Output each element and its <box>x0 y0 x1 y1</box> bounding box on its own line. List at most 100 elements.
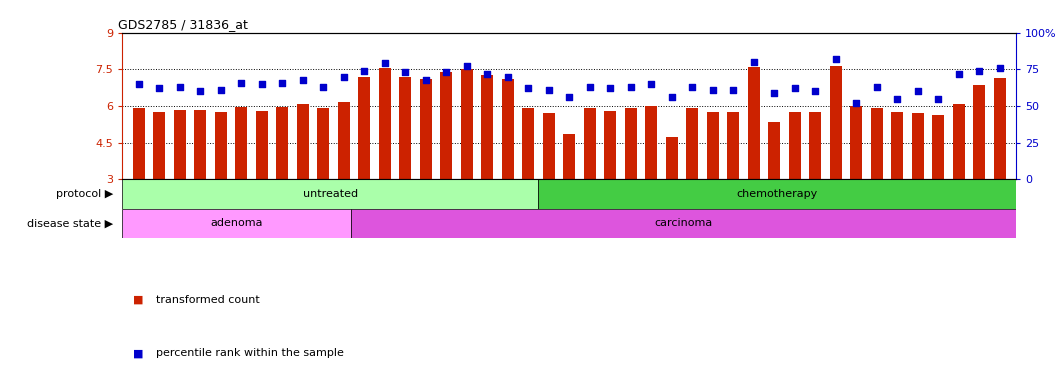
Point <box>253 81 270 87</box>
Bar <box>440 72 452 253</box>
Bar <box>974 85 985 253</box>
Point <box>704 87 721 93</box>
Point <box>868 84 885 90</box>
Bar <box>645 106 658 253</box>
Bar <box>276 107 288 253</box>
Point <box>848 100 865 106</box>
Bar <box>748 67 760 253</box>
Bar <box>932 114 945 253</box>
Bar <box>235 107 248 253</box>
Point <box>970 68 987 74</box>
Point <box>233 79 250 86</box>
Point <box>459 63 476 70</box>
Bar <box>809 112 821 253</box>
Bar <box>538 179 1016 209</box>
Bar <box>912 113 924 253</box>
Point <box>130 81 147 87</box>
Text: protocol ▶: protocol ▶ <box>56 189 114 199</box>
Point <box>745 59 762 65</box>
Text: adenoma: adenoma <box>211 218 263 228</box>
Point <box>888 96 905 102</box>
Point <box>295 76 312 83</box>
Bar <box>379 68 390 253</box>
Point <box>377 60 394 66</box>
Bar <box>850 106 863 253</box>
Bar <box>194 110 206 253</box>
Bar <box>543 113 555 253</box>
Point <box>437 69 454 75</box>
Bar <box>706 112 719 253</box>
Bar <box>481 75 494 253</box>
Bar <box>563 134 576 253</box>
Point <box>663 94 680 100</box>
Point <box>315 84 332 90</box>
Point <box>602 85 619 91</box>
Bar <box>122 179 538 209</box>
Bar <box>727 112 739 253</box>
Point <box>561 94 578 100</box>
Text: disease state ▶: disease state ▶ <box>28 218 114 228</box>
Bar <box>461 70 472 253</box>
Text: untreated: untreated <box>302 189 358 199</box>
Point <box>827 56 844 62</box>
Point <box>581 84 598 90</box>
Point <box>950 71 967 77</box>
Point <box>684 84 701 90</box>
Bar <box>952 104 965 253</box>
Bar <box>891 112 903 253</box>
Bar <box>351 209 1016 238</box>
Point <box>725 87 742 93</box>
Point <box>622 84 639 90</box>
Text: percentile rank within the sample: percentile rank within the sample <box>156 348 345 358</box>
Bar <box>583 108 596 253</box>
Text: carcinoma: carcinoma <box>654 218 713 228</box>
Point <box>541 87 558 93</box>
Bar <box>625 108 637 253</box>
Bar <box>122 209 351 238</box>
Point <box>212 87 229 93</box>
Bar <box>255 111 268 253</box>
Point <box>910 88 927 94</box>
Bar <box>686 108 698 253</box>
Point <box>766 90 783 96</box>
Point <box>355 68 372 74</box>
Point <box>930 96 947 102</box>
Bar <box>830 66 842 253</box>
Bar <box>337 103 350 253</box>
Bar <box>501 79 514 253</box>
Text: ■: ■ <box>133 348 144 358</box>
Bar <box>419 79 432 253</box>
Point <box>992 65 1009 71</box>
Point <box>499 74 516 80</box>
Bar <box>768 122 780 253</box>
Bar <box>522 108 534 253</box>
Text: chemotherapy: chemotherapy <box>736 189 818 199</box>
Bar <box>666 137 678 253</box>
Point <box>397 69 414 75</box>
Text: ■: ■ <box>133 295 144 305</box>
Point <box>192 88 209 94</box>
Bar <box>153 112 165 253</box>
Point <box>171 84 188 90</box>
Point <box>417 76 434 83</box>
Bar <box>133 108 145 253</box>
Bar <box>788 112 801 253</box>
Bar <box>297 104 309 253</box>
Point <box>807 88 824 94</box>
Point <box>273 79 290 86</box>
Bar <box>870 108 883 253</box>
Point <box>151 85 168 91</box>
Bar <box>173 110 186 253</box>
Point <box>786 85 803 91</box>
Text: GDS2785 / 31836_at: GDS2785 / 31836_at <box>118 18 248 31</box>
Point <box>519 85 536 91</box>
Bar <box>215 112 227 253</box>
Bar <box>399 77 412 253</box>
Point <box>335 74 352 80</box>
Bar <box>604 111 616 253</box>
Point <box>643 81 660 87</box>
Text: transformed count: transformed count <box>156 295 261 305</box>
Bar <box>994 78 1005 253</box>
Bar <box>359 77 370 253</box>
Bar <box>317 108 330 253</box>
